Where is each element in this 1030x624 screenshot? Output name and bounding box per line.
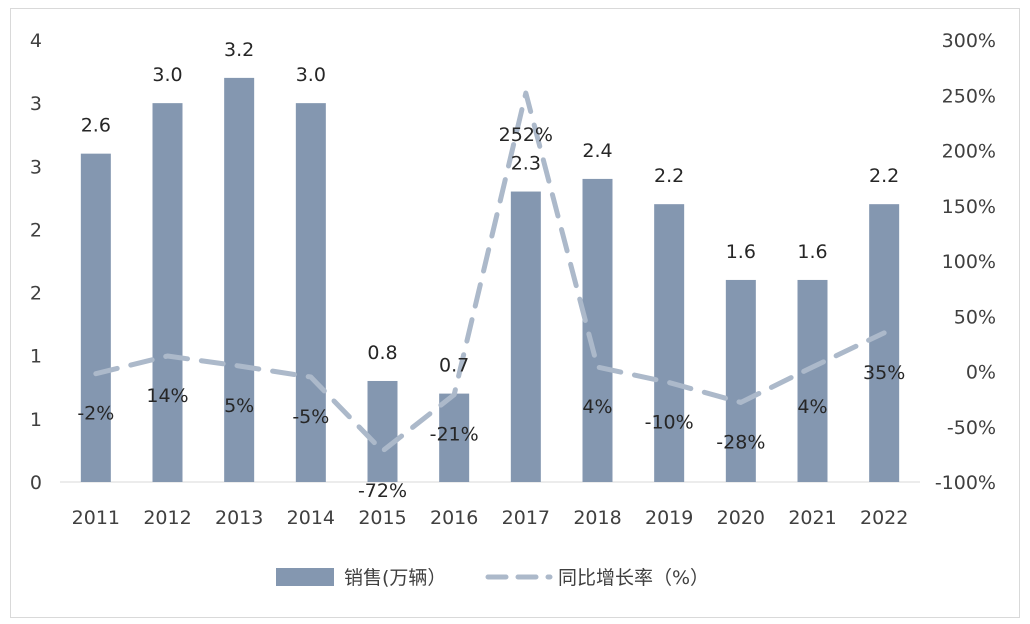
bar-data-labels: 2.6 3.0 3.2 3.0 0.8 0.7 2.3 2.4 2.2 1.6 1.6 2.2 [81, 39, 900, 377]
legend-bar-label: 销售(万辆） [344, 567, 446, 589]
right-tick-label: 200% [942, 141, 996, 163]
bar-value-label: 1.6 [797, 241, 827, 263]
bar [295, 103, 326, 483]
right-tick-label: 150% [942, 196, 996, 218]
bar [367, 380, 398, 482]
growth-value-label: 4% [797, 396, 827, 418]
x-tick-label: 2022 [860, 507, 908, 529]
left-axis-ticks: 0 1 1 2 2 3 3 4 [30, 30, 42, 494]
bar [725, 279, 756, 482]
bar [439, 393, 470, 482]
bar-value-label: 2.4 [582, 140, 612, 162]
growth-value-label: -28% [716, 431, 765, 453]
growth-value-label: -2% [77, 403, 114, 425]
bar-value-label: 2.6 [81, 115, 111, 137]
bar [869, 204, 900, 482]
left-tick-label: 4 [30, 30, 42, 52]
growth-value-label: -21% [430, 424, 479, 446]
bar-value-label: 0.7 [439, 355, 469, 377]
line-data-labels: -2% 14% 5% -5% -72% -21% 252% 4% -10% -28% 4% 35% [77, 124, 905, 502]
line-series [93, 90, 887, 454]
left-tick-label: 2 [30, 283, 42, 305]
chart-frame [10, 8, 1020, 618]
right-tick-label: 250% [942, 85, 996, 107]
x-tick-label: 2019 [645, 507, 693, 529]
right-tick-label: 100% [942, 251, 996, 273]
bar [80, 153, 111, 482]
left-tick-label: 2 [30, 219, 42, 241]
bar [152, 103, 183, 483]
bar-value-label: 2.2 [654, 165, 684, 187]
bar-value-label: 3.2 [224, 39, 254, 61]
bar-value-label: 3.0 [152, 64, 182, 86]
left-tick-label: 1 [30, 346, 42, 368]
left-tick-label: 3 [30, 93, 42, 115]
bar-value-label: 3.0 [296, 64, 326, 86]
growth-value-label: -5% [292, 406, 329, 428]
left-tick-label: 3 [30, 156, 42, 178]
right-tick-label: 300% [942, 30, 996, 52]
right-axis-ticks: -100% -50% 0% 50% 100% 150% 200% 250% 300% [935, 30, 996, 494]
x-tick-label: 2015 [358, 507, 406, 529]
x-axis-ticks: 2011 2012 2013 2014 2015 2016 2017 2018 2019 2020… [72, 507, 909, 529]
right-tick-label: 50% [954, 306, 996, 328]
left-tick-label: 0 [30, 472, 42, 494]
legend-line-label: 同比增长率（%） [558, 567, 709, 589]
growth-value-label: 14% [146, 385, 188, 407]
x-tick-label: 2021 [788, 507, 836, 529]
bar-value-label: 0.8 [367, 342, 397, 364]
growth-value-label: 252% [499, 124, 553, 146]
growth-value-label: -72% [358, 480, 407, 502]
bar [224, 77, 255, 482]
x-tick-label: 2014 [287, 507, 335, 529]
bar-value-label: 2.2 [869, 165, 899, 187]
growth-line [93, 90, 887, 454]
bar-value-label: 1.6 [726, 241, 756, 263]
legend-bar-swatch [276, 568, 334, 586]
legend: 销售(万辆） 同比增长率（%） [276, 567, 709, 589]
bar [510, 191, 541, 483]
x-tick-label: 2013 [215, 507, 263, 529]
right-tick-label: -100% [935, 472, 996, 494]
x-tick-label: 2012 [143, 507, 191, 529]
right-tick-label: -50% [947, 417, 996, 439]
x-tick-label: 2011 [72, 507, 120, 529]
right-tick-label: 0% [966, 362, 996, 384]
growth-value-label: 35% [863, 362, 905, 384]
left-tick-label: 1 [30, 409, 42, 431]
x-tick-label: 2018 [573, 507, 621, 529]
growth-value-label: 4% [582, 396, 612, 418]
bar [797, 279, 828, 482]
bar [654, 204, 685, 482]
x-tick-label: 2017 [502, 507, 550, 529]
bar [582, 178, 613, 482]
x-tick-label: 2020 [717, 507, 765, 529]
bar-value-label: 2.3 [511, 153, 541, 175]
bar-series [80, 77, 900, 483]
growth-value-label: -10% [645, 412, 694, 434]
growth-value-label: 5% [224, 395, 254, 417]
x-tick-label: 2016 [430, 507, 478, 529]
